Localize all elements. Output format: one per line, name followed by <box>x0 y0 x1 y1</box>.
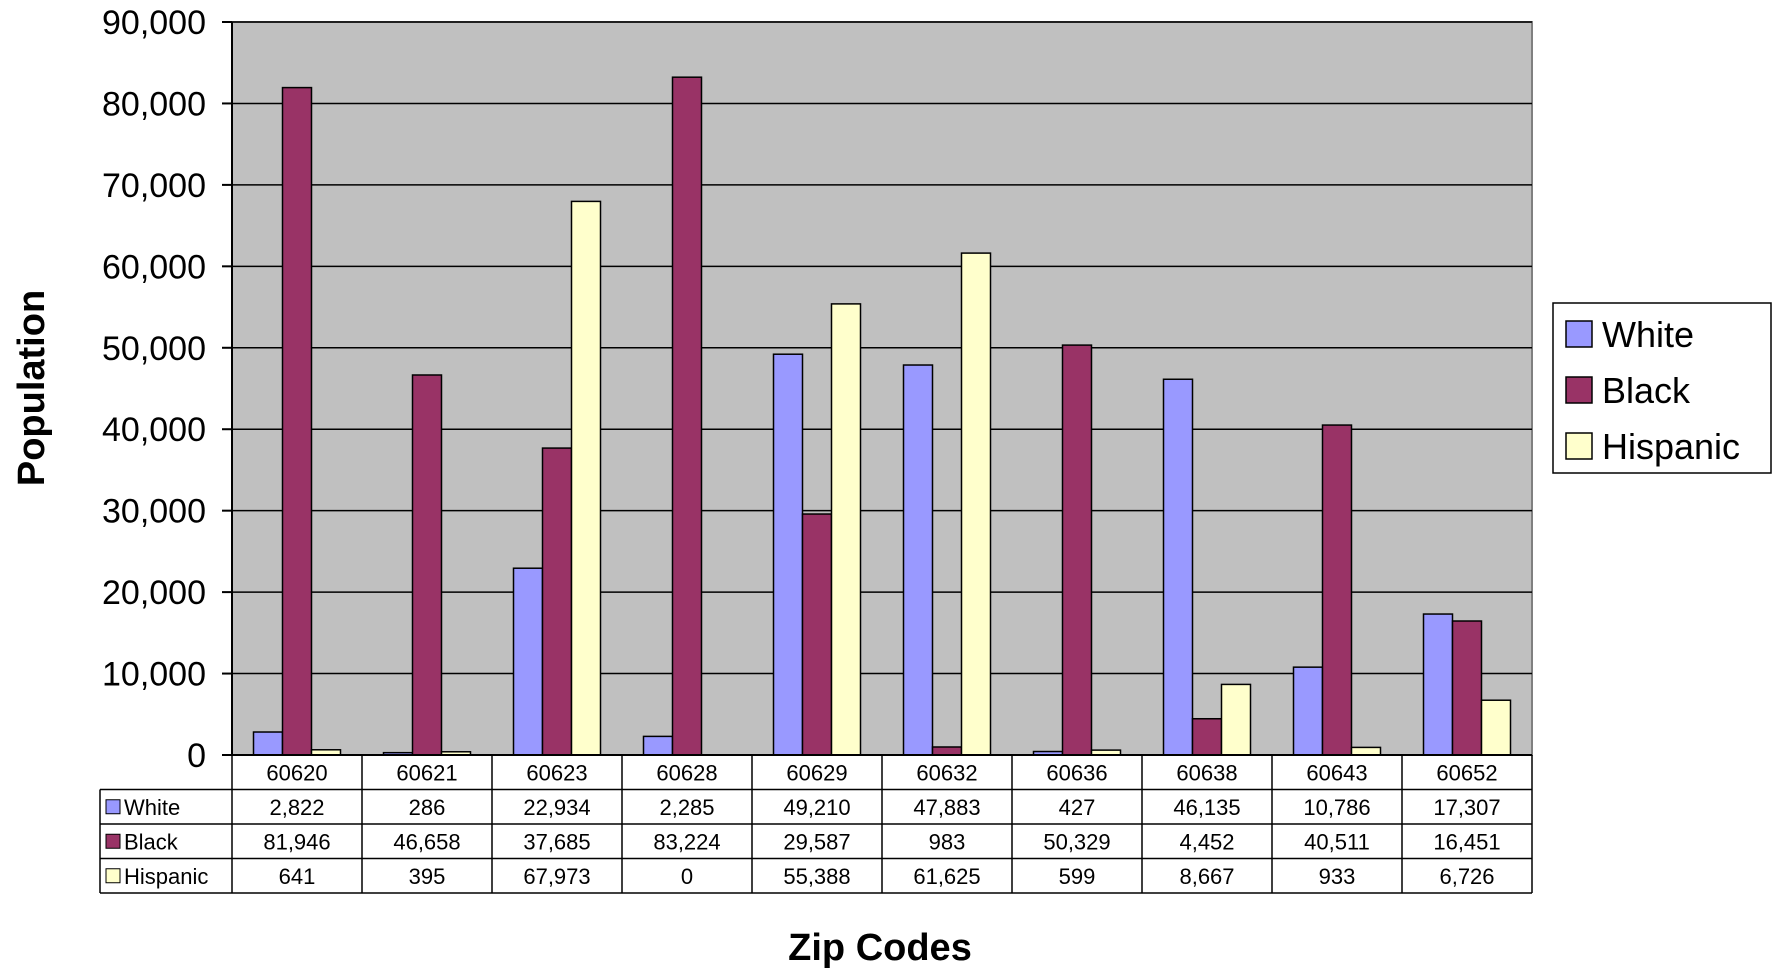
table-legend-key <box>105 868 121 884</box>
data-label: 50,329 <box>1043 829 1110 854</box>
bars <box>252 76 1512 756</box>
legend-swatch-white <box>1565 320 1593 348</box>
y-tick-label: 60,000 <box>102 248 206 286</box>
bar-black-60628 <box>671 76 703 756</box>
table-legend-key <box>105 833 121 849</box>
data-label: 10,786 <box>1303 795 1370 820</box>
x-tick-label: 60628 <box>656 760 717 785</box>
bar-white-60629 <box>772 353 804 756</box>
bar-hispanic-60652 <box>1480 699 1512 756</box>
table-legend-key <box>105 799 121 815</box>
bar-white-60623 <box>512 567 544 756</box>
bar-white-60620 <box>252 731 284 756</box>
table-series-name: Hispanic <box>124 864 208 889</box>
bar-white-60638 <box>1162 378 1194 756</box>
table-series-name: White <box>124 795 180 820</box>
data-label: 395 <box>409 864 446 889</box>
bar-black-60629 <box>801 513 833 756</box>
y-tick-label: 40,000 <box>102 411 206 449</box>
bar-white-60652 <box>1422 613 1454 756</box>
bar-black-60623 <box>541 447 573 756</box>
data-label: 427 <box>1059 795 1096 820</box>
data-label: 17,307 <box>1433 795 1500 820</box>
data-table: 60620 60621 60623 60628 60629 60632 60636 60638… <box>99 754 1533 894</box>
data-label: 37,685 <box>523 829 590 854</box>
x-tick-label: 60621 <box>396 760 457 785</box>
bar-black-60621 <box>411 374 443 756</box>
data-label: 6,726 <box>1439 864 1494 889</box>
data-label: 0 <box>681 864 693 889</box>
bar-hispanic-60623 <box>570 200 602 756</box>
legend-label-hispanic: Hispanic <box>1602 426 1740 467</box>
y-axis-title: Population <box>11 290 53 486</box>
bar-hispanic-60638 <box>1220 683 1252 756</box>
bar-black-60652 <box>1451 620 1483 756</box>
data-label: 2,285 <box>659 795 714 820</box>
bar-white-60643 <box>1292 666 1324 756</box>
y-tick-label: 80,000 <box>102 85 206 123</box>
data-label: 61,625 <box>913 864 980 889</box>
y-axis-ticks: 0 10,000 20,000 30,000 40,000 50,000 60,000 70,… <box>102 4 232 775</box>
data-label: 29,587 <box>783 829 850 854</box>
y-tick-label: 70,000 <box>102 167 206 205</box>
legend-label-white: White <box>1602 314 1694 355</box>
data-label: 46,658 <box>393 829 460 854</box>
data-label: 286 <box>409 795 446 820</box>
y-tick-label: 30,000 <box>102 493 206 531</box>
data-label: 641 <box>279 864 316 889</box>
data-label: 599 <box>1059 864 1096 889</box>
bar-hispanic-60629 <box>830 303 862 756</box>
x-tick-label: 60638 <box>1176 760 1237 785</box>
data-label: 83,224 <box>653 829 720 854</box>
data-label: 81,946 <box>263 829 330 854</box>
bar-black-60632 <box>931 746 963 756</box>
bar-hispanic-60643 <box>1350 746 1382 756</box>
table-series-name: Black <box>124 829 179 854</box>
bar-white-60628 <box>642 735 674 756</box>
x-tick-label: 60636 <box>1046 760 1107 785</box>
data-label: 22,934 <box>523 795 590 820</box>
data-label: 2,822 <box>269 795 324 820</box>
plot-area <box>231 21 1533 756</box>
bar-black-60643 <box>1321 424 1353 756</box>
bar-black-60636 <box>1061 344 1093 756</box>
data-label: 983 <box>929 829 966 854</box>
data-label: 16,451 <box>1433 829 1500 854</box>
x-tick-label: 60623 <box>526 760 587 785</box>
y-tick-label: 10,000 <box>102 656 206 694</box>
bar-hispanic-60632 <box>960 252 992 756</box>
legend-swatch-black <box>1565 376 1593 404</box>
x-tick-label: 60652 <box>1436 760 1497 785</box>
data-label: 49,210 <box>783 795 850 820</box>
data-label: 46,135 <box>1173 795 1240 820</box>
y-tick-label: 20,000 <box>102 574 206 612</box>
x-tick-label: 60643 <box>1306 760 1367 785</box>
data-label: 40,511 <box>1304 829 1370 854</box>
data-label: 55,388 <box>783 864 850 889</box>
data-label: 933 <box>1319 864 1356 889</box>
legend: White Black Hispanic <box>1552 302 1772 474</box>
x-axis-title: Zip Codes <box>788 927 972 968</box>
data-label: 4,452 <box>1179 829 1234 854</box>
y-tick-label: 0 <box>187 737 206 775</box>
bar-black-60620 <box>281 86 313 756</box>
data-label: 67,973 <box>523 864 590 889</box>
y-tick-label: 50,000 <box>102 330 206 368</box>
legend-swatch-hispanic <box>1565 432 1593 460</box>
x-tick-label: 60629 <box>786 760 847 785</box>
bar-black-60638 <box>1191 717 1223 756</box>
data-label: 47,883 <box>913 795 980 820</box>
bar-white-60632 <box>902 364 934 756</box>
x-tick-label: 60620 <box>266 760 327 785</box>
data-label: 8,667 <box>1179 864 1234 889</box>
legend-label-black: Black <box>1602 370 1691 411</box>
x-tick-label: 60632 <box>916 760 977 785</box>
y-tick-label: 90,000 <box>102 4 206 42</box>
